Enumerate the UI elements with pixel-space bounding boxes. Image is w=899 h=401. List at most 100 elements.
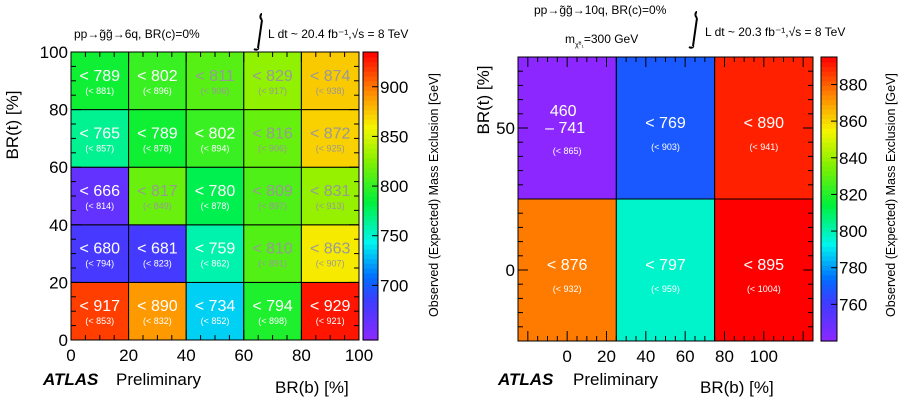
x-tick-label: 80 [715,347,734,366]
colorbar-segment [821,180,837,186]
colorbar-tick-label: 860 [839,112,867,131]
x-axis-label: BR(b) [%] [275,378,349,397]
colorbar-segment [821,279,837,285]
colorbar-segment [363,119,378,125]
colorbar-segment [821,293,837,299]
cell-observed-value: < 829 [252,68,293,85]
cell-observed-value: < 831 [310,183,351,200]
cell-observed-value: < 769 [645,115,686,132]
colorbar-segment [821,71,837,77]
heatmap-cell [300,224,360,283]
cell-observed-value: < 863 [310,241,351,258]
colorbar-segment [821,260,837,266]
process-label: pp→g̃g̃→6q, BR(c)=0% [74,27,200,41]
colorbar-segment [821,203,837,210]
colorbar-segment [363,56,378,63]
x-tick-label: 40 [177,346,196,365]
cell-observed-value: 460 [550,103,577,120]
colorbar-segment [363,85,378,91]
x-tick-label: 80 [292,346,311,365]
x-tick-label: 100 [750,347,778,366]
colorbar-segment [363,220,378,226]
cell-observed-value: < 794 [252,298,293,315]
cell-expected-value: (< 906) [258,143,287,153]
colorbar-segment [821,109,837,115]
cell-expected-value: (< 932) [553,284,582,294]
cell-expected-value: (< 906) [201,86,230,96]
colorbar-segment [821,94,837,101]
mass-subscript: χ̃⁰₁ [575,41,584,49]
colorbar-segment [363,253,378,259]
x-tick-label: 20 [119,346,138,365]
mass-value: =300 GeV [584,32,638,46]
cell-observed-value: < 890 [744,115,785,132]
colorbar-segment [363,181,378,187]
colorbar-segment [363,316,378,322]
colorbar-segment [821,61,837,68]
colorbar-segment [821,217,837,224]
colorbar-segment [363,301,378,307]
colorbar-segment [363,234,378,240]
colorbar-segment [363,196,378,202]
colorbar-segment [821,241,837,247]
colorbar-segment [821,255,837,262]
colorbar-segment [363,148,378,154]
colorbar-segment [363,80,378,87]
colorbar-segment [821,66,837,72]
cell-observed-value: < 765 [80,125,121,142]
cell-expected-value: (< 938) [316,86,345,96]
colorbar-segment [821,161,837,167]
x-tick-label: 60 [676,347,695,366]
heatmap-cell [185,166,245,226]
colorbar-segment [821,246,837,252]
colorbar-segment [363,335,378,341]
colorbar-segment [821,142,837,148]
luminosity-label: L dt ~ 20.4 fb⁻¹,√s = 8 TeV [268,27,408,41]
cell-observed-value: < 810 [252,241,293,258]
colorbar-segment [821,312,837,318]
colorbar-segment [363,71,378,77]
cell-expected-value: (< 1004) [747,284,781,294]
atlas-label: ATLAS [42,370,99,389]
colorbar-segment [363,167,378,173]
colorbar-segment [363,258,378,264]
cell-expected-value: (< 852) [201,316,230,326]
cell-expected-value: (< 959) [651,284,680,294]
colorbar-segment [363,109,378,115]
colorbar-segment [821,284,837,290]
cell-observed-value: < 789 [137,125,178,142]
cell-expected-value: (< 794) [85,259,114,269]
cell-observed-value: < 809 [252,183,293,200]
colorbar-segment [363,114,378,120]
luminosity-label: L dt ~ 20.3 fb⁻¹,√s = 8 TeV [705,25,845,39]
colorbar-segment [363,263,378,269]
colorbar-segment [821,184,837,191]
x-tick-label: 60 [234,346,253,365]
cell-expected-value: (< 921) [316,316,345,326]
colorbar-segment [821,123,837,129]
colorbar-tick-label: 800 [839,222,867,241]
panel-1: < 917(< 853) < 890(< 832) < 734(< 852) < 79… [3,13,441,397]
cell-expected-value: (< 897) [258,201,287,211]
colorbar-segment [363,330,378,336]
cell-expected-value: (< 898) [258,316,287,326]
cell-expected-value: (< 894) [201,143,230,153]
cell-observed-value: < 874 [310,68,351,85]
colorbar-segment [363,143,378,149]
heatmap-cell [70,281,130,341]
cell-expected-value: (< 878) [143,143,172,153]
colorbar-segment [821,336,837,342]
colorbar-segment [363,52,378,58]
colorbar-segment [363,124,378,130]
colorbar-segment [363,296,378,303]
preliminary-label: Preliminary [573,370,659,389]
colorbar-segment [821,307,837,314]
cell-expected-value: (< 913) [316,201,345,211]
colorbar-segment [363,162,378,168]
colorbar-segment [821,194,837,200]
y-axis-label: BR(t) [%] [3,91,22,160]
colorbar-segment [821,331,837,337]
colorbar-frame [820,56,838,342]
colorbar-segment [363,191,378,197]
colorbar-segment [821,80,837,86]
